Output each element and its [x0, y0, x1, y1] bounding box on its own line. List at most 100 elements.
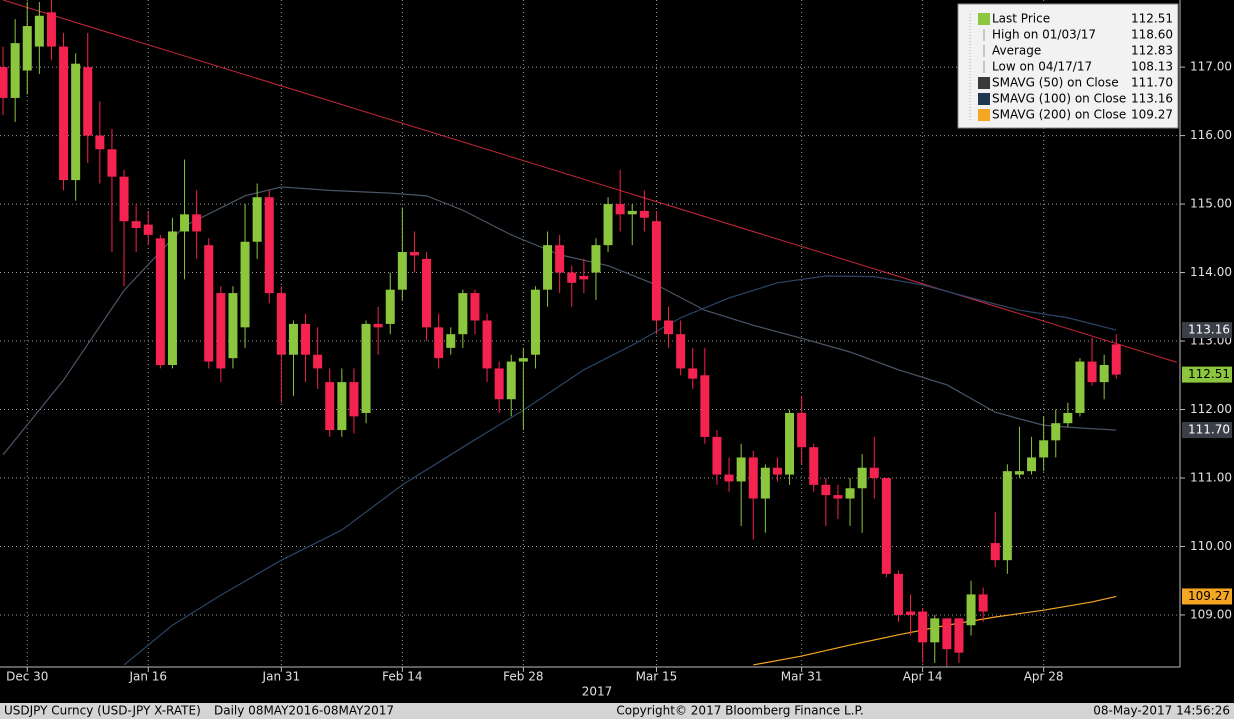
candle-body — [748, 457, 758, 499]
value-badge — [1182, 322, 1232, 339]
candle-body — [990, 543, 1000, 561]
y-tick-label: 114.00 — [1190, 265, 1232, 279]
candle-body — [288, 323, 298, 355]
legend-swatch — [978, 109, 990, 121]
candle-body — [772, 467, 782, 475]
candle-body — [422, 258, 432, 328]
candle-body — [131, 221, 141, 229]
value-badge — [1182, 366, 1232, 383]
candle-body — [155, 238, 165, 366]
candle-body — [543, 245, 553, 290]
legend-label: SMAVG (200) on Close — [992, 108, 1126, 122]
x-tick-label: Feb 14 — [382, 670, 422, 684]
legend-value: 111.70 — [1131, 76, 1173, 90]
legend-value: 112.51 — [1131, 12, 1173, 26]
candle-body — [1051, 423, 1061, 441]
value-badge-label: 113.16 — [1188, 323, 1230, 337]
candle-body — [337, 382, 347, 431]
y-tick-label: 112.00 — [1190, 402, 1232, 416]
candle-body — [107, 149, 117, 177]
trend-line — [2, 0, 1177, 363]
legend-value: 113.16 — [1131, 92, 1173, 106]
candle-body — [591, 245, 601, 273]
candle-body — [228, 293, 238, 359]
candle-body — [167, 231, 177, 366]
candle-body — [264, 197, 274, 294]
candle-body — [119, 176, 129, 222]
candle-body — [313, 354, 323, 369]
candle-body — [1014, 471, 1024, 475]
candle-body — [518, 358, 528, 362]
candle-body — [712, 436, 722, 475]
candle-body — [881, 477, 891, 574]
candle-body — [59, 46, 69, 181]
candle-body — [397, 252, 407, 290]
candle-body — [46, 12, 56, 47]
value-badge-label: 109.27 — [1188, 589, 1230, 603]
candle-body — [83, 67, 93, 136]
candle-body — [34, 15, 44, 47]
axes: 109.00110.00111.00112.00113.00114.00115.… — [6, 60, 1232, 699]
candle-body — [71, 63, 81, 181]
value-badge-label: 111.70 — [1188, 423, 1230, 437]
candle-body — [906, 611, 916, 615]
candle-body — [688, 368, 698, 379]
candle-body — [845, 488, 855, 499]
candle-body — [494, 368, 504, 400]
candle-body — [603, 204, 613, 246]
candle-body — [651, 221, 661, 321]
legend-label: SMAVG (50) on Close — [992, 76, 1119, 90]
legend-label: Last Price — [992, 12, 1050, 26]
candle-body — [446, 334, 456, 348]
x-tick-label: Mar 15 — [636, 670, 678, 684]
candle-body — [1027, 457, 1037, 472]
legend-label: Average — [992, 44, 1041, 58]
legend-swatch — [978, 13, 990, 25]
candle-body — [143, 224, 153, 235]
candle-body — [942, 618, 952, 650]
candle-body — [276, 293, 286, 355]
candle-body — [470, 293, 480, 321]
legend-swatch — [978, 77, 990, 89]
candle-body — [458, 293, 468, 335]
candle-body — [736, 457, 746, 482]
legend-value: 118.60 — [1131, 28, 1173, 42]
x-tick-label: Mar 31 — [781, 670, 823, 684]
candle-body — [204, 245, 214, 362]
candle-body — [22, 26, 32, 71]
value-badge — [1182, 422, 1232, 439]
y-tick-label: 116.00 — [1190, 128, 1232, 142]
candle-body — [1075, 361, 1085, 413]
legend: Last Price 112.51 High on 01/03/17 118.60 Av… — [957, 3, 1179, 129]
candle-body — [893, 573, 903, 615]
candle-body — [833, 495, 843, 499]
y-tick-label: 117.00 — [1190, 60, 1232, 74]
candle-body — [809, 447, 819, 485]
candle-body — [1039, 440, 1049, 458]
candle-body — [785, 412, 795, 475]
legend-box — [957, 3, 1179, 129]
candle-body — [869, 467, 879, 478]
candle-body — [857, 467, 867, 489]
candle-body — [639, 210, 649, 218]
candle-body — [1111, 344, 1121, 375]
candle-body — [361, 323, 371, 413]
candle-body — [966, 594, 976, 626]
candle-body — [615, 204, 625, 215]
footer-copyright: Copyright© 2017 Bloomberg Finance L.P. — [616, 704, 863, 718]
candle-body — [760, 467, 770, 499]
candle-body — [252, 197, 262, 242]
candle-body — [10, 43, 20, 98]
candle-body — [627, 210, 637, 215]
candle-body — [373, 323, 383, 328]
candle-body — [918, 611, 928, 643]
candle-body — [700, 375, 710, 437]
candle-body — [409, 252, 419, 256]
candle-body — [930, 618, 940, 643]
candle-body — [0, 67, 8, 98]
candle-body — [180, 214, 190, 232]
candle-body — [530, 289, 540, 355]
candle-body — [216, 293, 226, 369]
